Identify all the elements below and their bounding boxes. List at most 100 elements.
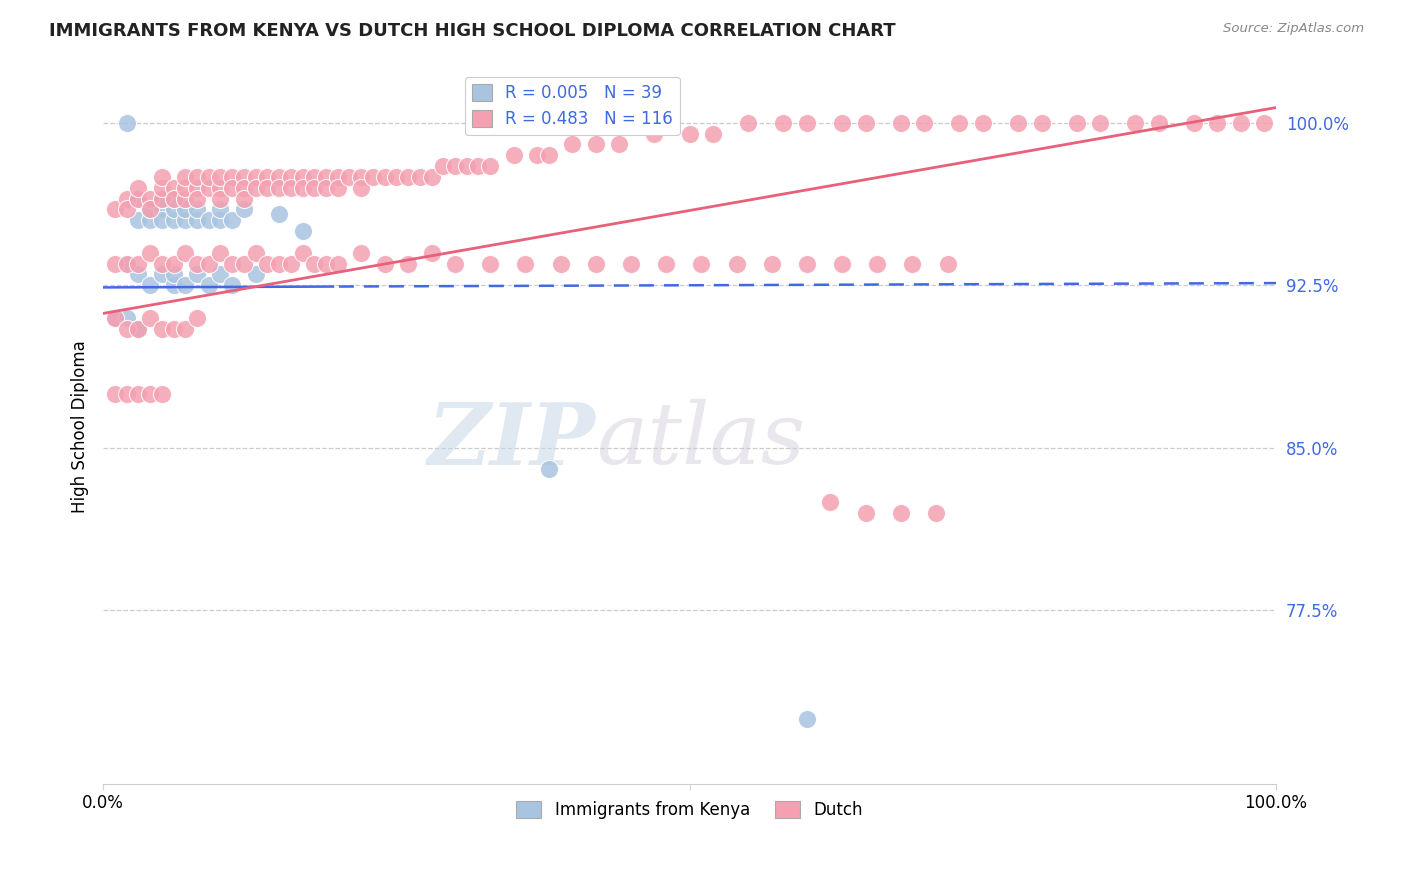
Text: atlas: atlas [596, 399, 804, 482]
Point [537, 462, 560, 476]
Point [304, 256, 326, 270]
Point [291, 224, 314, 238]
Point [315, 169, 337, 184]
Point [209, 213, 232, 227]
Point [690, 256, 713, 270]
Point [409, 169, 432, 184]
Point [761, 256, 783, 270]
Point [150, 256, 173, 270]
Point [115, 256, 138, 270]
Point [420, 169, 443, 184]
Point [725, 256, 748, 270]
Point [162, 256, 184, 270]
Point [245, 245, 267, 260]
Point [585, 256, 607, 270]
Point [115, 116, 138, 130]
Point [186, 202, 208, 217]
Point [1031, 116, 1053, 130]
Point [855, 116, 877, 130]
Point [361, 169, 384, 184]
Point [150, 268, 173, 282]
Point [104, 386, 127, 401]
Point [139, 202, 162, 217]
Point [150, 169, 173, 184]
Point [186, 192, 208, 206]
Point [456, 159, 478, 173]
Point [174, 169, 197, 184]
Point [467, 159, 489, 173]
Point [209, 268, 232, 282]
Point [186, 180, 208, 194]
Point [162, 321, 184, 335]
Point [643, 127, 665, 141]
Point [162, 180, 184, 194]
Point [1182, 116, 1205, 130]
Point [139, 213, 162, 227]
Point [174, 192, 197, 206]
Point [326, 180, 349, 194]
Point [280, 180, 302, 194]
Point [150, 192, 173, 206]
Point [561, 137, 583, 152]
Point [820, 495, 842, 509]
Point [607, 137, 630, 152]
Point [221, 180, 243, 194]
Point [150, 202, 173, 217]
Point [655, 256, 678, 270]
Point [948, 116, 970, 130]
Point [197, 278, 219, 293]
Point [245, 180, 267, 194]
Point [912, 116, 935, 130]
Point [162, 268, 184, 282]
Point [1147, 116, 1170, 130]
Point [127, 213, 149, 227]
Point [174, 321, 197, 335]
Point [479, 159, 502, 173]
Point [174, 213, 197, 227]
Point [232, 202, 254, 217]
Text: Source: ZipAtlas.com: Source: ZipAtlas.com [1223, 22, 1364, 36]
Point [139, 386, 162, 401]
Point [550, 256, 572, 270]
Point [890, 506, 912, 520]
Point [174, 202, 197, 217]
Point [245, 169, 267, 184]
Point [232, 192, 254, 206]
Point [796, 712, 818, 726]
Point [197, 213, 219, 227]
Point [339, 169, 361, 184]
Point [702, 127, 724, 141]
Point [526, 148, 548, 162]
Point [139, 278, 162, 293]
Point [831, 116, 853, 130]
Point [374, 256, 396, 270]
Point [256, 180, 278, 194]
Point [221, 278, 243, 293]
Point [127, 321, 149, 335]
Point [221, 256, 243, 270]
Point [901, 256, 924, 270]
Point [127, 192, 149, 206]
Point [972, 116, 994, 130]
Point [585, 137, 607, 152]
Point [1206, 116, 1229, 130]
Point [162, 192, 184, 206]
Point [444, 159, 467, 173]
Point [831, 256, 853, 270]
Point [127, 386, 149, 401]
Point [374, 169, 396, 184]
Point [127, 256, 149, 270]
Point [197, 256, 219, 270]
Point [1007, 116, 1029, 130]
Point [479, 256, 502, 270]
Point [350, 180, 373, 194]
Point [304, 180, 326, 194]
Point [139, 192, 162, 206]
Point [326, 169, 349, 184]
Point [115, 256, 138, 270]
Point [936, 256, 959, 270]
Point [186, 256, 208, 270]
Point [866, 256, 889, 270]
Point [104, 310, 127, 325]
Point [209, 192, 232, 206]
